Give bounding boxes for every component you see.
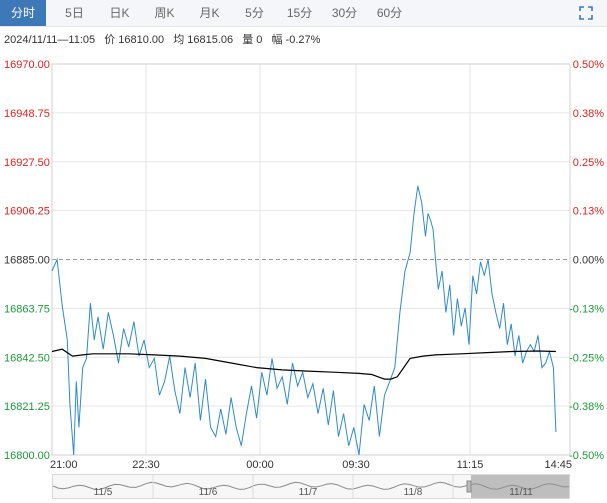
quote-chg-group: 幅 -0.27% <box>271 34 320 46</box>
y-tick-label-left: 16863.75 <box>4 303 50 315</box>
navigator-svg: 11/5 11/6 11/7 11/8 11/11 <box>53 475 569 498</box>
quote-price-group: 价 16810.00 <box>104 34 164 46</box>
y-tick-label-right: -0.50% <box>569 450 604 462</box>
navigator-handle-left[interactable] <box>466 480 472 493</box>
x-tick-label: 22:30 <box>132 459 160 471</box>
x-tick-label: 09:30 <box>342 459 370 471</box>
quote-vol-group: 量 0 <box>242 34 262 46</box>
navigator-date-label: 11/8 <box>404 487 423 498</box>
time-navigator[interactable]: 11/5 11/6 11/7 11/8 11/11 <box>52 474 570 499</box>
y-tick-label-right: 0.13% <box>573 206 604 218</box>
tab-4[interactable]: 月K <box>199 6 220 20</box>
avg-series-line <box>51 348 556 380</box>
plot-border <box>51 63 571 456</box>
y-tick-label-right: -0.25% <box>569 352 604 364</box>
x-tick-label: 14:45 <box>544 459 572 471</box>
tab-8[interactable]: 60分 <box>376 6 403 20</box>
tab-1[interactable]: 5日 <box>65 6 84 20</box>
quote-price-label: 价 <box>104 34 116 46</box>
x-tick-label: 21:00 <box>50 459 78 471</box>
x-tick-label: 11:15 <box>457 459 484 471</box>
tab-2[interactable]: 日K <box>109 6 130 20</box>
y-tick-label-right: 0.00% <box>573 255 604 267</box>
y-tick-label-right: 0.38% <box>573 108 604 120</box>
quote-info-bar: 2024/11/11—11:05 价 16810.00 均 16815.06 量… <box>4 32 326 48</box>
price-series-line <box>51 185 557 456</box>
quote-chg-label: 幅 <box>271 34 283 46</box>
y-tick-label-right: 0.25% <box>573 157 604 169</box>
y-tick-label-left: 16800.00 <box>4 450 50 462</box>
y-tick-label-left: 16906.25 <box>4 206 50 218</box>
navigator-date-label: 11/11 <box>509 487 533 498</box>
y-tick-label-left: 16927.50 <box>4 157 50 169</box>
quote-price: 16810.00 <box>118 34 165 46</box>
y-tick-label-left: 16821.25 <box>4 401 50 413</box>
y-tick-label-left: 16970.00 <box>4 59 50 71</box>
navigator-date-label: 11/6 <box>199 487 218 498</box>
period-tab-bar: 分时 5日 日K 周K 月K 5分 15分 30分 60分 <box>0 0 607 27</box>
tab-5[interactable]: 5分 <box>245 6 264 20</box>
quote-datetime: 2024/11/11—11:05 <box>4 34 96 46</box>
y-tick-label-right: -0.13% <box>569 303 604 315</box>
y-tick-label-left: 16885.00 <box>4 255 50 267</box>
tab-3[interactable]: 周K <box>154 6 175 20</box>
y-tick-label-left: 16842.50 <box>4 352 50 364</box>
tab-6[interactable]: 15分 <box>286 6 313 20</box>
y-tick-label-right: -0.38% <box>569 401 604 413</box>
quote-vol: 0 <box>256 34 263 46</box>
navigator-date-label: 11/5 <box>94 487 113 498</box>
quote-avg-label: 均 <box>173 34 185 46</box>
navigator-selection[interactable] <box>471 475 569 498</box>
x-tick-label: 00:00 <box>246 459 274 471</box>
tab-0[interactable]: 分时 <box>0 0 46 26</box>
quote-avg-group: 均 16815.06 <box>173 34 233 46</box>
tab-7[interactable]: 30分 <box>331 6 358 20</box>
navigator-date-label: 11/7 <box>299 487 318 498</box>
quote-avg: 16815.06 <box>187 34 234 46</box>
quote-vol-label: 量 <box>242 34 254 46</box>
y-tick-label-left: 16948.75 <box>4 108 50 120</box>
quote-chg: -0.27% <box>285 34 321 46</box>
fullscreen-icon[interactable] <box>579 6 593 20</box>
y-tick-label-right: 0.50% <box>573 59 604 71</box>
